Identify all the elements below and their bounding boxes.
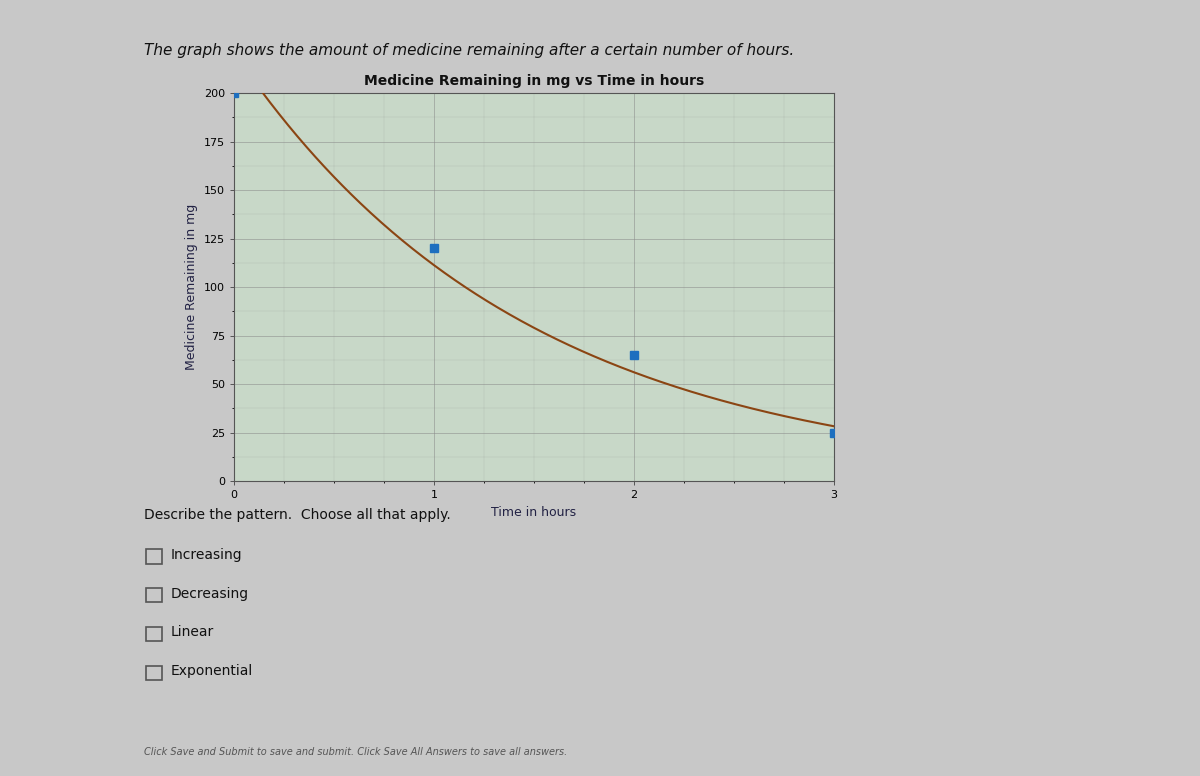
Text: The graph shows the amount of medicine remaining after a certain number of hours: The graph shows the amount of medicine r… xyxy=(144,43,794,57)
Title: Medicine Remaining in mg vs Time in hours: Medicine Remaining in mg vs Time in hour… xyxy=(364,74,704,88)
Text: Click Save and Submit to save and submit. Click Save All Answers to save all ans: Click Save and Submit to save and submit… xyxy=(144,747,568,757)
Text: Linear: Linear xyxy=(170,625,214,639)
Text: Describe the pattern.  Choose all that apply.: Describe the pattern. Choose all that ap… xyxy=(144,508,451,522)
Text: Exponential: Exponential xyxy=(170,664,253,678)
Y-axis label: Medicine Remaining in mg: Medicine Remaining in mg xyxy=(185,204,198,370)
X-axis label: Time in hours: Time in hours xyxy=(492,506,576,518)
Bar xyxy=(145,627,162,641)
Bar xyxy=(145,549,162,563)
Bar xyxy=(145,666,162,680)
Text: Increasing: Increasing xyxy=(170,548,242,562)
Bar xyxy=(145,588,162,602)
Text: Decreasing: Decreasing xyxy=(170,587,248,601)
